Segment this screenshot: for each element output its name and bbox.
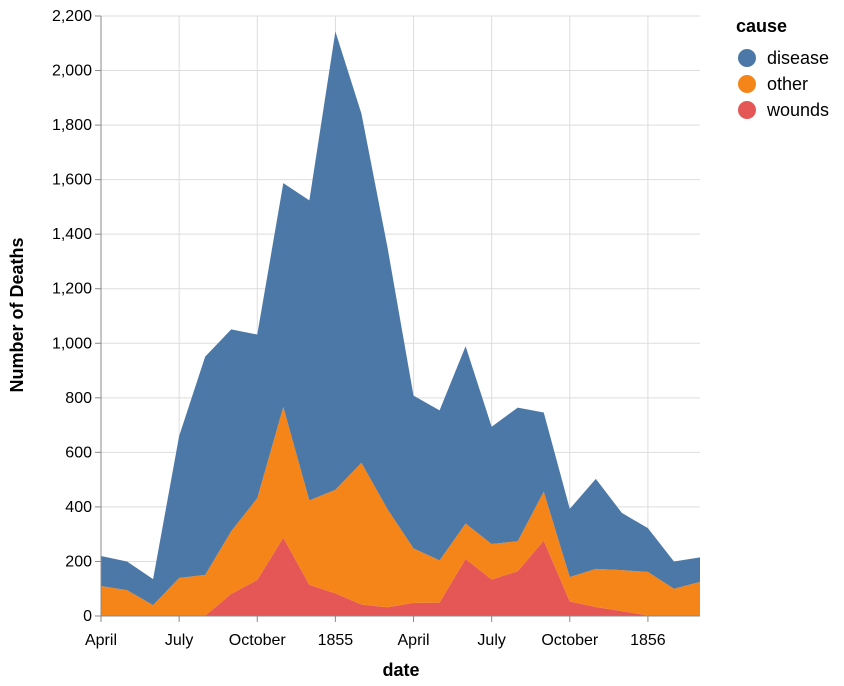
legend-swatch-disease bbox=[738, 49, 756, 67]
legend-label-other: other bbox=[767, 74, 808, 94]
y-tick-label: 600 bbox=[65, 444, 92, 461]
y-axis-ticks: 0 200 400 600 800 1,000 1,200 1,400 1,600 1,800 2,… bbox=[52, 8, 101, 625]
legend-label-disease: disease bbox=[767, 48, 829, 68]
x-tick-label: July bbox=[477, 632, 505, 649]
area-other bbox=[101, 406, 700, 616]
x-axis-ticks: April July October 1855 April July October 1856 bbox=[85, 616, 666, 649]
x-tick-label: October bbox=[229, 632, 287, 649]
legend-title: cause bbox=[736, 16, 787, 36]
y-tick-label: 400 bbox=[65, 499, 92, 516]
y-tick-label: 2,200 bbox=[52, 8, 92, 25]
y-tick-label: 1,600 bbox=[52, 172, 92, 189]
legend-swatch-wounds bbox=[738, 101, 756, 119]
x-tick-label: April bbox=[398, 632, 430, 649]
axes bbox=[100, 16, 700, 617]
y-tick-label: 1,000 bbox=[52, 335, 92, 352]
area-series bbox=[101, 31, 700, 616]
y-tick-label: 0 bbox=[83, 608, 92, 625]
y-tick-label: 2,000 bbox=[52, 63, 92, 80]
y-tick-label: 1,200 bbox=[52, 281, 92, 298]
x-tick-label: October bbox=[541, 632, 599, 649]
area-disease bbox=[101, 31, 700, 606]
area-wounds bbox=[101, 537, 700, 616]
x-tick-label: 1855 bbox=[318, 632, 354, 649]
legend-swatch-other bbox=[738, 75, 756, 93]
y-tick-label: 800 bbox=[65, 390, 92, 407]
x-tick-label: 1856 bbox=[630, 632, 666, 649]
y-tick-label: 1,800 bbox=[52, 117, 92, 134]
legend: cause disease other wounds bbox=[736, 16, 829, 120]
y-axis-title: Number of Deaths bbox=[7, 237, 27, 392]
y-tick-label: 200 bbox=[65, 553, 92, 570]
x-axis-title: date bbox=[382, 660, 419, 680]
legend-label-wounds: wounds bbox=[766, 100, 829, 120]
x-tick-label: April bbox=[85, 632, 117, 649]
x-tick-label: July bbox=[165, 632, 193, 649]
y-tick-label: 1,400 bbox=[52, 226, 92, 243]
